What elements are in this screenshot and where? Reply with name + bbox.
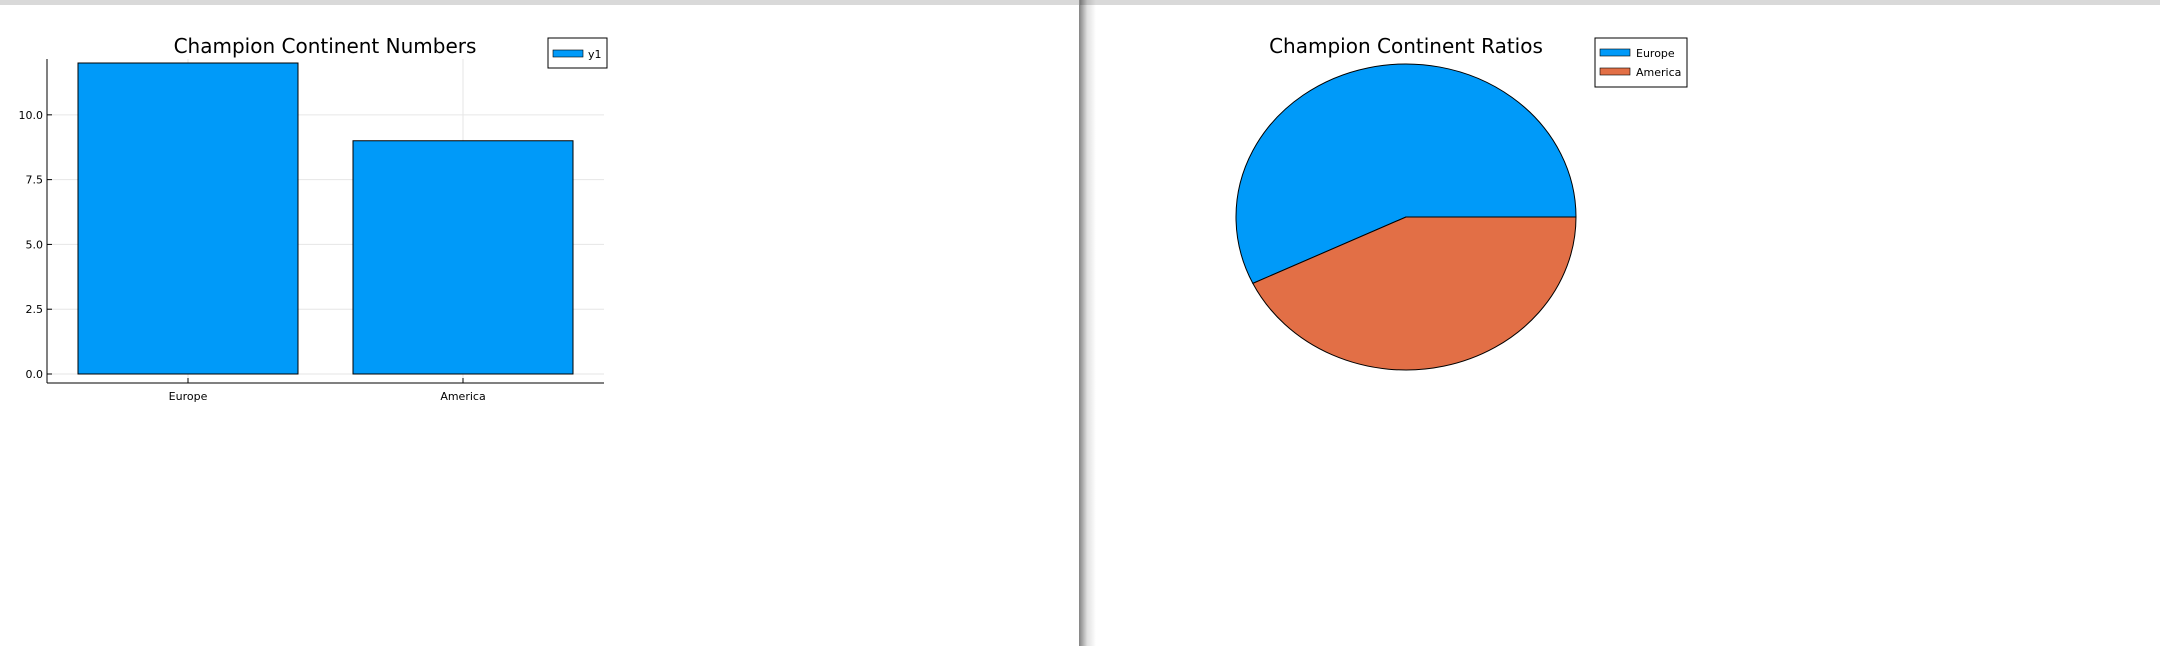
bar-legend-label-y1: y1 xyxy=(588,48,602,61)
bar-chart: Champion Continent Numbers 0.0 2.5 5.0 7.5 1… xyxy=(19,34,608,403)
bar-chart-title: Champion Continent Numbers xyxy=(174,34,477,58)
pie-legend-swatch-europe xyxy=(1599,48,1631,57)
bar-chart-panel: Champion Continent Numbers 0.0 2.5 5.0 7.5 1… xyxy=(0,5,1080,646)
pie-legend-label-europe: Europe xyxy=(1636,47,1675,60)
bar-chart-bars xyxy=(77,62,574,375)
bar-legend-swatch-y1 xyxy=(552,49,584,58)
pie-chart: Champion Continent Ratios Europe America xyxy=(1235,34,1688,371)
bar-chart-x-ticks: Europe America xyxy=(169,378,486,403)
window-divider xyxy=(1079,0,1080,646)
pie-chart-title: Champion Continent Ratios xyxy=(1269,34,1543,58)
bar-y-tick-label: 5.0 xyxy=(26,238,44,251)
bar-x-tick-label: Europe xyxy=(169,390,208,403)
pie-legend-label-america: America xyxy=(1636,66,1681,79)
bar-america xyxy=(352,140,574,375)
bar-y-tick-label: 0.0 xyxy=(26,368,44,381)
pie-slice-america xyxy=(1252,216,1577,371)
pie-chart-slices xyxy=(1235,63,1577,371)
bar-y-tick-label: 7.5 xyxy=(26,174,44,187)
pie-chart-panel: Champion Continent Ratios Europe America xyxy=(1080,5,2160,646)
bar-europe xyxy=(77,62,299,375)
bar-y-tick-label: 10.0 xyxy=(19,109,44,122)
pie-legend-swatch-america xyxy=(1599,67,1631,76)
bar-chart-legend: y1 xyxy=(547,37,608,69)
bar-chart-axes xyxy=(46,59,604,384)
bar-chart-y-ticks: 0.0 2.5 5.0 7.5 10.0 xyxy=(19,109,52,381)
pie-slice-europe xyxy=(1235,63,1577,285)
pie-chart-legend: Europe America xyxy=(1594,37,1688,88)
pie-legend-box xyxy=(1594,37,1688,88)
bar-y-tick-label: 2.5 xyxy=(26,303,44,316)
bar-x-tick-label: America xyxy=(440,390,485,403)
